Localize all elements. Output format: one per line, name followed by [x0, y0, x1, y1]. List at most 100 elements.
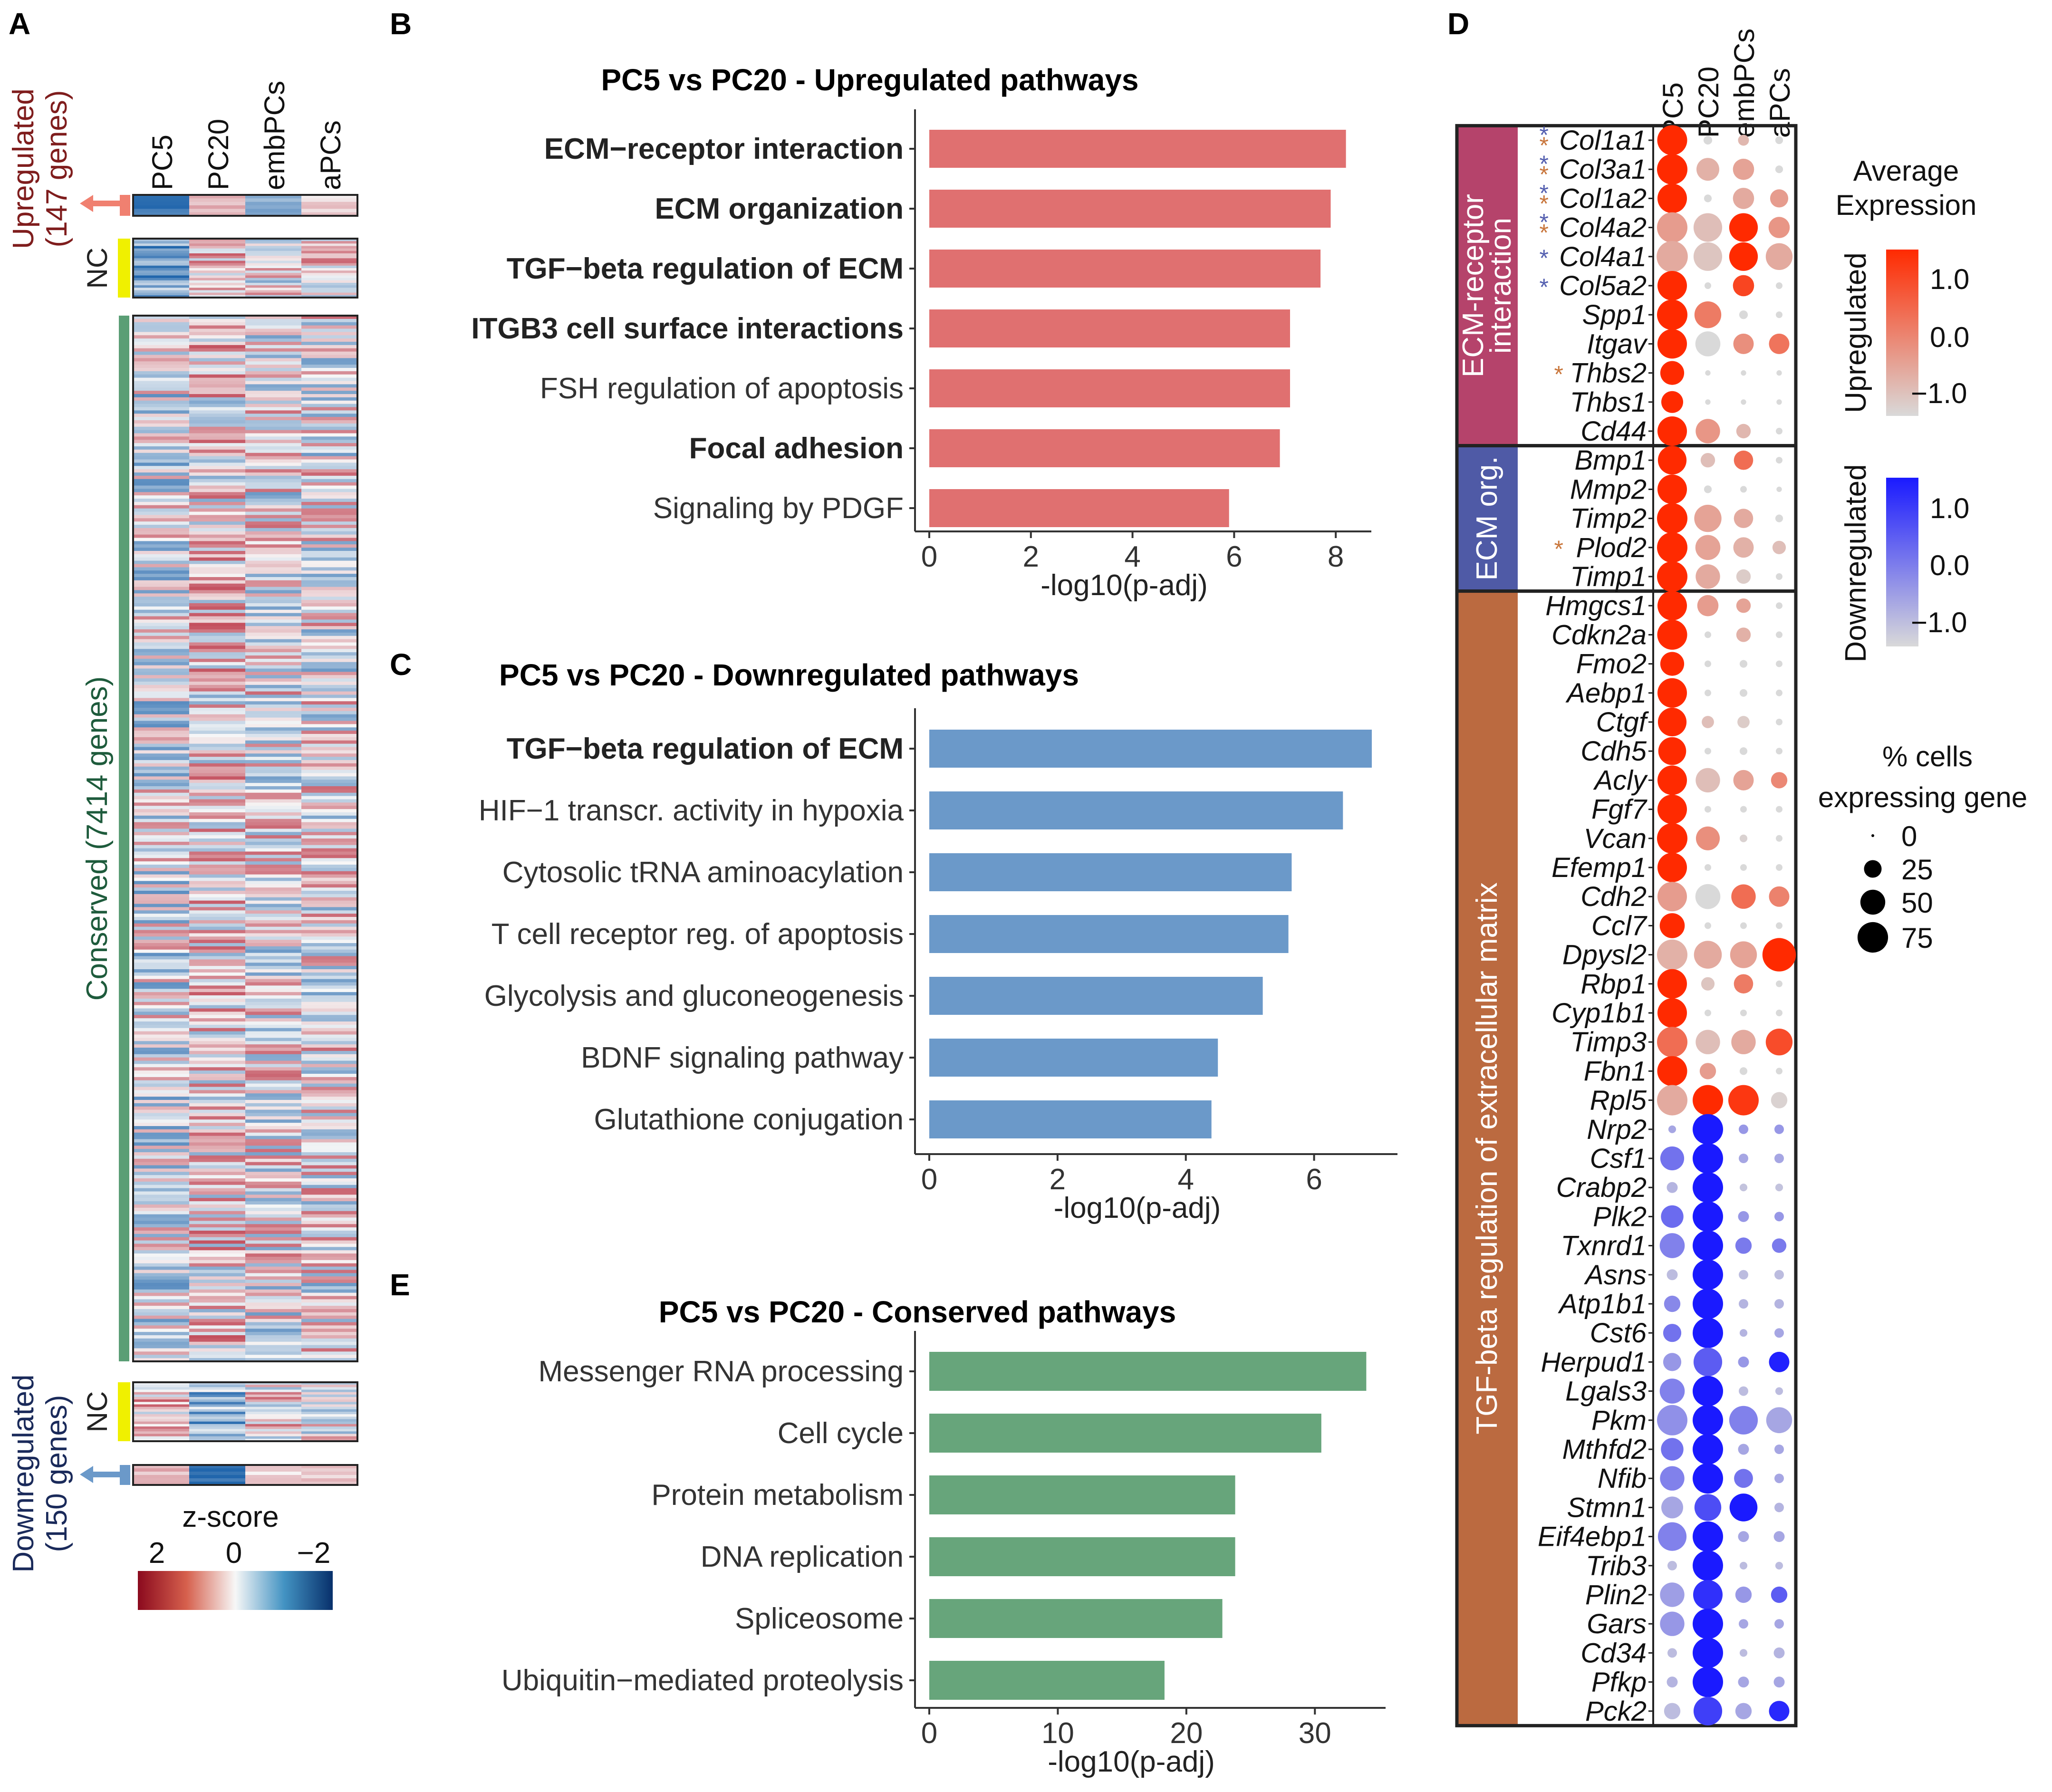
heatmap-cell: [133, 1201, 189, 1205]
heatmap-cell: [133, 1028, 189, 1032]
heatmap-cell: [301, 1358, 357, 1362]
heatmap-cell: [301, 1074, 357, 1078]
heatmap-cell: [301, 969, 357, 973]
heatmap-cell: [189, 1319, 245, 1323]
heatmap-cell: [133, 786, 189, 790]
heatmap-cell: [301, 489, 357, 492]
heatmap-cell: [189, 580, 245, 584]
downregulated-count: (150 genes): [40, 1395, 73, 1552]
dot: [1661, 1496, 1683, 1519]
heatmap-cell: [301, 701, 357, 705]
heatmap-cell: [189, 891, 245, 895]
up-gradient-label: Upregulated: [1840, 252, 1872, 413]
dot: [1693, 1230, 1723, 1261]
heatmap-cell: [133, 737, 189, 741]
heatmap-cell: [301, 1097, 357, 1100]
bar: [929, 130, 1346, 168]
dot: [1661, 1438, 1684, 1461]
heatmap-cell: [133, 1478, 189, 1482]
heatmap-cell: [301, 606, 357, 610]
heatmap-cell: [133, 469, 189, 473]
heatmap-cell: [133, 1348, 189, 1352]
heatmap-cell: [301, 848, 357, 852]
heatmap-cell: [301, 1306, 357, 1310]
dot: [1776, 1010, 1782, 1016]
heatmap-cell: [133, 688, 189, 692]
dotplot-panel: PC5 PC20 embPCs aPCs ECM-receptorinterac…: [1455, 29, 1798, 1727]
heatmap-cell: [301, 1289, 357, 1293]
heatmap-cell: [189, 469, 245, 473]
dotplot-row: Col1a2**: [1540, 180, 1789, 217]
heatmap-cell: [301, 1044, 357, 1048]
heatmap-cell: [301, 1146, 357, 1149]
heatmap-cell: [189, 1426, 245, 1429]
heatmap-cell: [189, 776, 245, 780]
heatmap-cell: [301, 1468, 357, 1472]
heatmap-cell: [301, 1087, 357, 1090]
heatmap-cell: [133, 1175, 189, 1179]
heatmap-cell: [189, 365, 245, 368]
heatmap-cell: [133, 246, 189, 249]
heatmap-cell: [133, 753, 189, 757]
gene-label: Cd34: [1580, 1638, 1647, 1668]
heatmap-cell: [245, 577, 301, 581]
dot: [1660, 1582, 1685, 1607]
heatmap-cell: [245, 394, 301, 398]
dot: [1693, 242, 1723, 271]
heatmap-cell: [245, 1057, 301, 1061]
heatmap-cell: [301, 694, 357, 698]
heatmap-cell: [133, 1438, 189, 1442]
dot: [1657, 212, 1687, 243]
heatmap-cell: [189, 855, 245, 858]
heatmap-cell: [133, 260, 189, 264]
heatmap-cell: [245, 1399, 301, 1402]
dot: [1729, 213, 1758, 242]
gene-label: Col3a1: [1559, 154, 1647, 185]
heatmap-cell: [301, 867, 357, 872]
heatmap-cell: [245, 548, 301, 551]
heatmap-cell: [301, 560, 357, 565]
heatmap-cell: [245, 1195, 301, 1198]
dot: [1776, 457, 1782, 464]
heatmap-cell: [189, 845, 245, 849]
dot: [1696, 1030, 1720, 1054]
dot: [1774, 1445, 1784, 1454]
heatmap-cell: [189, 832, 245, 836]
heatmap-cell: [245, 285, 301, 288]
heatmap-cell: [301, 734, 357, 738]
heatmap-cell: [189, 355, 245, 358]
heatmap-cell: [245, 348, 301, 352]
heatmap-cell: [245, 1302, 301, 1306]
heatmap-cell: [245, 489, 301, 492]
heatmap-cell: [301, 1136, 357, 1140]
heatmap-cell: [189, 597, 245, 600]
heatmap-cell: [301, 499, 357, 502]
heatmap-cell: [301, 812, 357, 816]
heatmap-cell: [245, 874, 301, 878]
dot: [1739, 689, 1748, 697]
heatmap-cell: [189, 969, 245, 973]
dot: [1774, 1270, 1784, 1280]
dot: [1730, 941, 1757, 968]
heatmap-cell: [301, 1116, 357, 1120]
heatmap-cell: [245, 332, 301, 336]
heatmap-cell: [133, 920, 189, 924]
heatmap-cell: [189, 985, 245, 989]
heatmap-cell: [133, 678, 189, 682]
dot: [1663, 1353, 1682, 1371]
heatmap-cell: [301, 1260, 357, 1264]
heatmap-cell: [133, 328, 189, 332]
heatmap-cell: [301, 609, 357, 614]
heatmap-cell: [133, 489, 189, 492]
heatmap-cell: [301, 1185, 357, 1189]
heatmap-cell: [301, 1387, 357, 1390]
gene-star-blue: *: [1540, 180, 1549, 206]
heatmap-cell: [245, 1299, 301, 1303]
heatmap-cell: [301, 995, 357, 999]
gene-label: Rpl5: [1590, 1085, 1647, 1116]
heatmap-cell: [245, 1142, 301, 1146]
heatmap-cell: [301, 757, 357, 761]
heatmap-cell: [189, 678, 245, 682]
heatmap-cell: [245, 848, 301, 852]
heatmap-cell: [245, 1351, 301, 1355]
